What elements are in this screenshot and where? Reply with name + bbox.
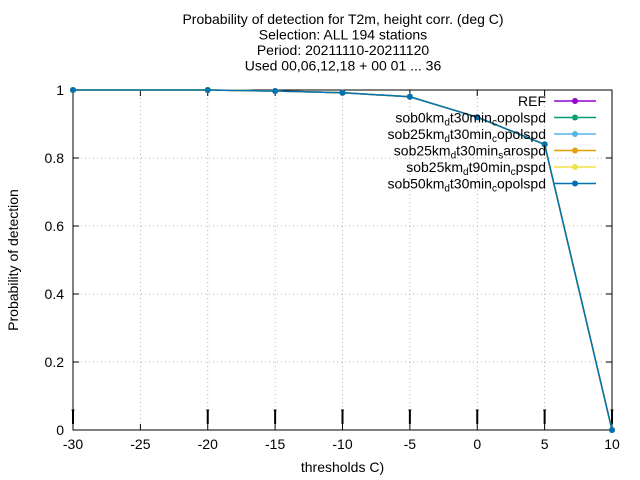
chart-title: Probability of detection for T2m, height… xyxy=(182,11,503,74)
legend-swatch-point xyxy=(572,164,578,170)
legend: REFsob0kmdt30mincopolspdsob25kmdt30minco… xyxy=(388,93,596,195)
legend-label: sob25kmdt90mincpspd xyxy=(406,159,546,178)
legend-swatch-point xyxy=(572,114,578,121)
y-tick-label: 0.6 xyxy=(45,218,65,234)
title-line: Selection: ALL 194 stations xyxy=(259,27,427,43)
legend-swatch-point xyxy=(572,98,578,104)
x-tick-label: -25 xyxy=(130,436,150,452)
legend-swatch-point xyxy=(572,147,578,154)
x-tick-label: -30 xyxy=(63,436,83,452)
x-tick-label: 0 xyxy=(473,436,481,452)
data-point xyxy=(204,87,211,93)
data-point xyxy=(474,114,481,121)
legend-swatch-point xyxy=(572,180,578,187)
y-tick-label: 0 xyxy=(56,422,64,438)
y-tick-label: 0.2 xyxy=(45,354,65,370)
x-tick-label: -10 xyxy=(332,436,352,452)
y-tick-label: 0.8 xyxy=(45,150,65,166)
data-point xyxy=(609,427,615,433)
data-point xyxy=(339,89,346,96)
x-tick-label: -15 xyxy=(265,436,285,452)
data-point xyxy=(541,141,548,148)
data-point xyxy=(70,87,76,93)
title-line: Probability of detection for T2m, height… xyxy=(182,11,503,27)
legend-swatch-point xyxy=(572,131,578,137)
legend-label: sob0kmdt30mincopolspd xyxy=(395,110,546,129)
x-tick-labels: -30 -25 -20 -15 -10 -5 0 5 10 xyxy=(63,436,620,452)
legend-label: sob25kmdt30mincopolspd xyxy=(388,126,546,145)
x-tick-label: -5 xyxy=(404,436,417,452)
x-tick-label: 10 xyxy=(604,436,620,452)
x-tick-label: -20 xyxy=(198,436,218,452)
legend-label: sob50kmdt30mincopolspd xyxy=(388,176,546,195)
y-axis-label: Probability of detection xyxy=(5,189,21,331)
y-tick-label: 1 xyxy=(56,82,64,98)
y-tick-label: 0.4 xyxy=(45,286,65,302)
series-lines xyxy=(70,87,615,433)
data-point xyxy=(406,93,413,100)
x-axis-label: thresholds C) xyxy=(301,459,384,475)
series-line xyxy=(73,89,613,431)
title-line: Used 00,06,12,18 + 00 01 ... 36 xyxy=(245,58,442,74)
x-tick-label: 5 xyxy=(541,436,549,452)
error-bars xyxy=(71,409,614,424)
data-point xyxy=(272,88,279,95)
y-tick-labels: 0 0.2 0.4 0.6 0.8 1 xyxy=(45,82,65,438)
legend-label: REF xyxy=(518,93,546,109)
title-line: Period: 20211110-20211120 xyxy=(257,42,430,58)
legend-label: sob25kmdt30minsarospd xyxy=(394,143,546,162)
